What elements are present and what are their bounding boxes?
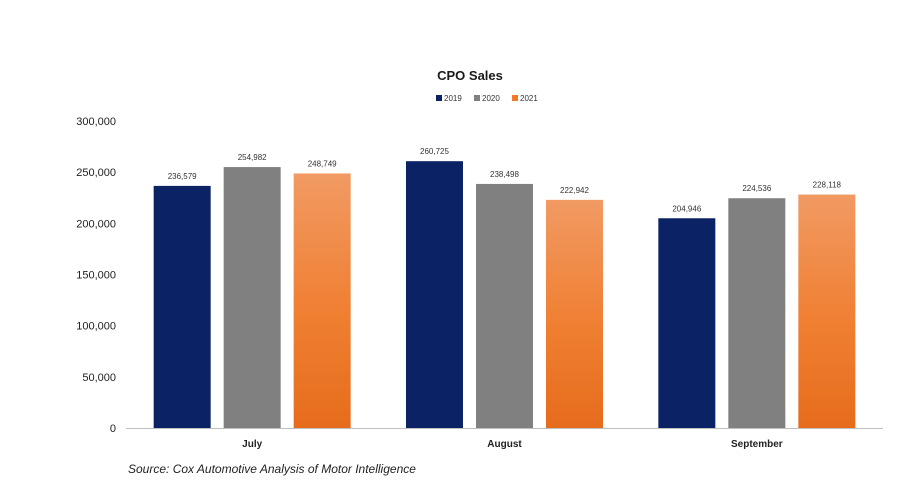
bar-2020-august bbox=[476, 183, 533, 428]
y-tick-label: 150,000 bbox=[76, 270, 116, 282]
bar-2019-august bbox=[406, 161, 463, 429]
chart-legend: 2019 2020 2021 bbox=[436, 94, 538, 103]
bars-group bbox=[153, 161, 856, 429]
data-label: 248,749 bbox=[308, 159, 337, 168]
x-category-label: August bbox=[487, 439, 522, 450]
data-label: 228,118 bbox=[813, 181, 842, 190]
legend-swatch-2021 bbox=[512, 95, 518, 101]
bar-2021-july bbox=[293, 173, 351, 428]
chart-title: CPO Sales bbox=[437, 68, 503, 83]
bar-2020-july bbox=[223, 167, 281, 428]
data-label: 236,579 bbox=[168, 172, 197, 181]
y-tick-label: 200,000 bbox=[76, 218, 116, 230]
legend-label-2020: 2020 bbox=[482, 94, 500, 103]
legend-swatch-2020 bbox=[474, 95, 480, 101]
y-tick-label: 50,000 bbox=[82, 372, 116, 384]
bar-2020-september bbox=[728, 198, 786, 428]
chart-source-note: Source: Cox Automotive Analysis of Motor… bbox=[128, 462, 416, 476]
legend-swatch-2019 bbox=[436, 95, 442, 101]
y-axis: 0 50,000 100,000 150,000 200,000 250,000 300,0… bbox=[76, 116, 116, 435]
x-axis: July August September bbox=[242, 439, 783, 450]
y-tick-label: 100,000 bbox=[76, 321, 116, 333]
x-category-label: September bbox=[731, 439, 783, 450]
bar-2021-august bbox=[546, 199, 603, 428]
bar-2019-september bbox=[658, 218, 716, 428]
data-labels-group: 236,579 254,982 248,749 260,725 238,498 222,9… bbox=[168, 147, 842, 213]
legend-label-2019: 2019 bbox=[444, 94, 462, 103]
data-label: 224,536 bbox=[742, 184, 771, 193]
data-label: 222,942 bbox=[560, 186, 589, 195]
y-tick-label: 0 bbox=[110, 423, 116, 435]
legend-label-2021: 2021 bbox=[520, 94, 538, 103]
bar-2021-september bbox=[798, 194, 856, 428]
data-label: 238,498 bbox=[490, 170, 519, 179]
data-label: 254,982 bbox=[238, 153, 267, 162]
data-label: 204,946 bbox=[672, 204, 701, 213]
y-tick-label: 300,000 bbox=[76, 116, 116, 128]
y-tick-label: 250,000 bbox=[76, 167, 116, 179]
bar-2019-july bbox=[153, 185, 211, 428]
data-label: 260,725 bbox=[420, 147, 449, 156]
x-category-label: July bbox=[242, 439, 262, 450]
